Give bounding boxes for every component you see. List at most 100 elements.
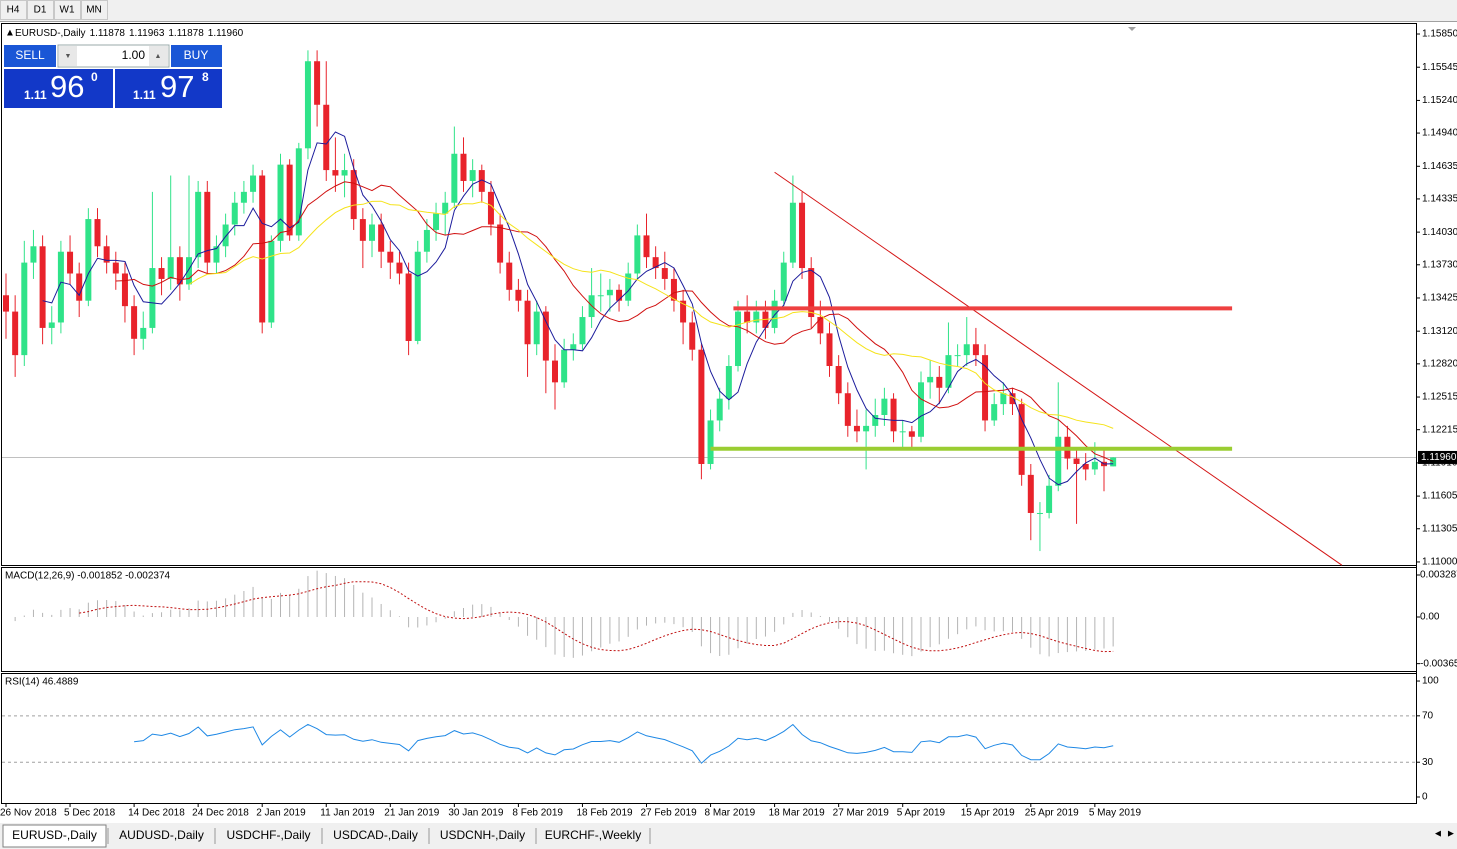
candle-body [817,317,824,334]
candle-body [149,268,156,328]
x-tick-label: 30 Jan 2019 [448,808,503,819]
candle-body [442,202,449,214]
candle-body [112,262,119,274]
candle-body [332,170,339,176]
candle-body [204,191,211,263]
candle-body [39,246,46,328]
tab-scroll-right[interactable]: ► [1446,829,1456,840]
symbol-tab[interactable] [324,825,427,847]
trendline [774,171,1343,566]
timeframe-button[interactable] [27,0,54,20]
candle-body [1036,512,1043,514]
candle-body [680,300,687,323]
y-tick-label: 100 [1422,676,1439,687]
timeframe-label: H4 [7,5,20,16]
candle-body [890,398,897,432]
timeframe-label: D1 [34,5,47,16]
bid-pips: 96 [50,69,84,104]
moving-average [188,200,1114,429]
symbol-tab-label: USDCHF-,Daily [227,828,311,842]
candle-body [487,191,494,225]
lot-input[interactable] [57,44,170,68]
macd-label: MACD(12,26,9) -0.001852 -0.002374 [5,571,171,582]
candle-body [698,349,705,464]
candle-body [3,295,9,312]
x-tick-label: 15 Apr 2019 [961,808,1015,819]
candle-body [414,251,421,341]
candle-body [606,289,613,296]
y-tick-label: 30 [1422,757,1434,768]
current-price-label: 1.11960 [1421,452,1457,463]
pane-mask [0,566,1416,567]
symbol-tab[interactable] [2,824,107,848]
candle-body [899,431,906,433]
symbol-tab-label: USDCAD-,Daily [333,828,418,842]
candle-body [561,349,568,383]
y-tick-label: 0.00 [1420,612,1440,623]
candle-body [341,170,348,176]
candle-body [497,224,504,263]
candle-body [176,257,183,285]
main-pane [1,23,1417,566]
symbol-tab[interactable] [431,825,534,847]
x-tick-label: 18 Mar 2019 [769,808,826,819]
candle-body [506,262,513,290]
x-tick-label: 21 Jan 2019 [384,808,439,819]
y-tick-label: 1.14940 [1422,128,1457,139]
macd-pane [1,567,1417,672]
y-tick-label: 1.13120 [1422,326,1457,337]
timeframe-button[interactable] [54,0,81,20]
lot-up[interactable] [149,46,168,66]
chart-header: EURUSD-,Daily 1.11878 1.11963 1.11878 1.1196… [15,28,244,39]
candle-body [423,229,430,252]
y-tick-label: 1.14635 [1422,161,1457,172]
x-tick-label: 27 Feb 2019 [641,808,698,819]
candle-body [222,224,229,247]
candle-body [982,355,989,421]
candle-body [524,300,531,345]
candle-body [808,268,815,318]
candle-body [1009,393,1016,405]
y-tick-label: -0.00365 [1420,658,1457,669]
x-tick-label: 24 Dec 2018 [192,808,249,819]
sell-button[interactable] [4,45,56,67]
timeframe-button[interactable] [0,0,27,20]
candle-body [460,153,467,181]
collapse-arrow[interactable]: ▲ [5,28,15,39]
symbol-tab[interactable] [110,825,213,847]
symbol-tab[interactable] [217,825,320,847]
candle-body [725,366,732,399]
symbol-tab[interactable] [538,825,648,847]
candle-body [1027,474,1034,513]
candle-body [936,376,943,388]
buy-button[interactable] [171,45,222,67]
candle-body [387,251,394,263]
candle-body [478,170,485,192]
x-tick-label: 27 Mar 2019 [833,808,890,819]
tab-scroll-left[interactable]: ◄ [1433,829,1443,840]
rsi-line [134,723,1114,764]
svg-text:▲: ▲ [155,53,162,60]
candle-body [21,262,28,356]
lot-down[interactable] [59,46,77,66]
bid-box[interactable] [4,69,113,108]
candle-body [872,415,879,426]
ohlc-value: 1.11878 [168,28,204,39]
candle-body [103,246,110,263]
ask-pips: 97 [160,69,194,104]
candle-body [515,289,522,301]
y-tick-label: 0 [1422,792,1428,803]
ohlc-value: 1.11878 [90,28,126,39]
candle-body [844,393,851,426]
ask-box[interactable] [115,69,222,108]
y-tick-label: 1.11305 [1422,523,1457,534]
timeframe-label: W1 [60,5,75,16]
timeframe-button[interactable] [81,0,108,20]
candle-body [744,311,751,323]
candle-body [250,175,257,192]
candle-body [552,360,558,383]
ask-fraction: 8 [202,70,209,84]
candle-body [167,257,174,279]
y-tick-label: 1.12215 [1422,424,1457,435]
